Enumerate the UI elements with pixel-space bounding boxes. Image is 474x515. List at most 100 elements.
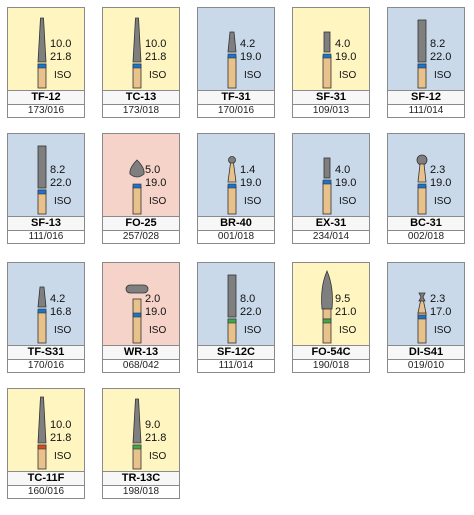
total-length-value: 19.0 [145,177,167,189]
bur-icon [416,154,428,215]
bur-dimensions: 8.2 22.0 [430,38,451,64]
iso-label: ISO [54,451,72,462]
color-band [417,314,427,320]
bur-icon [132,17,142,89]
color-band [37,308,47,314]
head-length-value: 8.0 [240,293,256,305]
iso-label: ISO [149,196,167,207]
iso-code: 111/016 [7,231,85,244]
head-length-value: 4.0 [335,164,351,176]
bur-name: SF-12 [387,91,465,105]
bur-illustration-panel: 8.0 22.0 ISO [197,262,275,346]
head-length-value: 2.3 [430,293,446,305]
bur-dimensions: 8.0 22.0 [240,293,261,319]
iso-code: 173/016 [7,105,85,118]
bur-dimensions: 5.0 19.0 [145,164,166,190]
bur-dimensions: 2.3 17.0 [430,293,451,319]
iso-label: ISO [339,70,357,81]
bur-name: TF-31 [197,91,275,105]
color-band [227,183,237,189]
color-band [417,183,427,189]
color-band [322,318,332,324]
total-length-value: 19.0 [240,51,262,63]
bur-icon [417,292,427,344]
iso-code: 257/028 [102,231,180,244]
bur-dimensions: 10.0 21.8 [50,38,71,64]
shank-shape [132,185,142,215]
bur-illustration-panel: 4.0 19.0 ISO [292,7,370,91]
bur-dimensions: 2.3 19.0 [430,164,451,190]
bur-icon [322,31,332,89]
total-length-value: 21.8 [50,51,72,63]
bur-illustration-panel: 10.0 21.8 ISO [102,7,180,91]
bur-name: TF-12 [7,91,85,105]
bur-icon [37,396,47,470]
head-length-value: 10.0 [50,419,72,431]
shank-shape [37,310,47,344]
iso-code: 068/042 [102,360,180,373]
head-length-value: 10.0 [50,38,72,50]
iso-label: ISO [149,451,167,462]
total-length-value: 16.8 [50,306,72,318]
bur-name: TF-S31 [7,346,85,360]
color-band [322,179,332,185]
bur-dimensions: 4.2 19.0 [240,38,261,64]
head-length-value: 10.0 [145,38,167,50]
iso-code: 019/010 [387,360,465,373]
total-length-value: 21.0 [335,306,357,318]
iso-code: 001/018 [197,231,275,244]
iso-label: ISO [434,70,452,81]
iso-label: ISO [54,325,72,336]
iso-label: ISO [54,70,72,81]
bur-name: SF-31 [292,91,370,105]
iso-code: 111/014 [197,360,275,373]
bur-icon [417,19,427,89]
bur-name: WR-13 [102,346,180,360]
bur-illustration-panel: 10.0 21.8 ISO [7,388,85,472]
total-length-value: 19.0 [335,51,357,63]
color-band [132,312,142,318]
head-length-value: 4.2 [50,293,66,305]
iso-code: 002/018 [387,231,465,244]
bur-name: FO-25 [102,217,180,231]
color-band [227,53,237,59]
bur-name: TC-11F [7,472,85,486]
iso-label: ISO [54,196,72,207]
bur-name: BR-40 [197,217,275,231]
bur-illustration-panel: 4.2 16.8 ISO [7,262,85,346]
bur-icon [227,156,237,215]
bur-dimensions: 4.2 16.8 [50,293,71,319]
color-band [37,63,47,69]
iso-label: ISO [434,196,452,207]
head-length-value: 8.2 [430,38,446,50]
bur-dimensions: 10.0 21.8 [50,419,71,445]
shank-shape [322,55,332,89]
total-length-value: 17.0 [430,306,452,318]
bur-dimensions: 9.0 21.8 [145,419,166,445]
bur-illustration-panel: 4.2 19.0 ISO [197,7,275,91]
bur-icon [322,157,332,215]
iso-code: 190/018 [292,360,370,373]
head-length-value: 2.0 [145,293,161,305]
bur-icon [125,284,149,344]
color-band [417,63,427,69]
iso-label: ISO [244,196,262,207]
bur-illustration-panel: 9.5 21.0 ISO [292,262,370,346]
total-length-value: 21.8 [145,51,167,63]
bur-icon [37,145,47,215]
iso-code: 170/016 [7,360,85,373]
bur-illustration-panel: 8.2 22.0 ISO [387,7,465,91]
head-length-value: 4.2 [240,38,256,50]
bur-icon [129,159,145,215]
head-length-value: 1.4 [240,164,256,176]
bur-illustration-panel: 9.0 21.8 ISO [102,388,180,472]
bur-icon [37,286,47,344]
bur-dimensions: 2.0 19.0 [145,293,166,319]
bur-name: TC-13 [102,91,180,105]
bur-dimensions: 4.0 19.0 [335,164,356,190]
head-length-value: 5.0 [145,164,161,176]
bur-icon [132,398,142,470]
shank-shape [227,185,237,215]
bur-dimensions: 4.0 19.0 [335,38,356,64]
total-length-value: 21.8 [50,432,72,444]
